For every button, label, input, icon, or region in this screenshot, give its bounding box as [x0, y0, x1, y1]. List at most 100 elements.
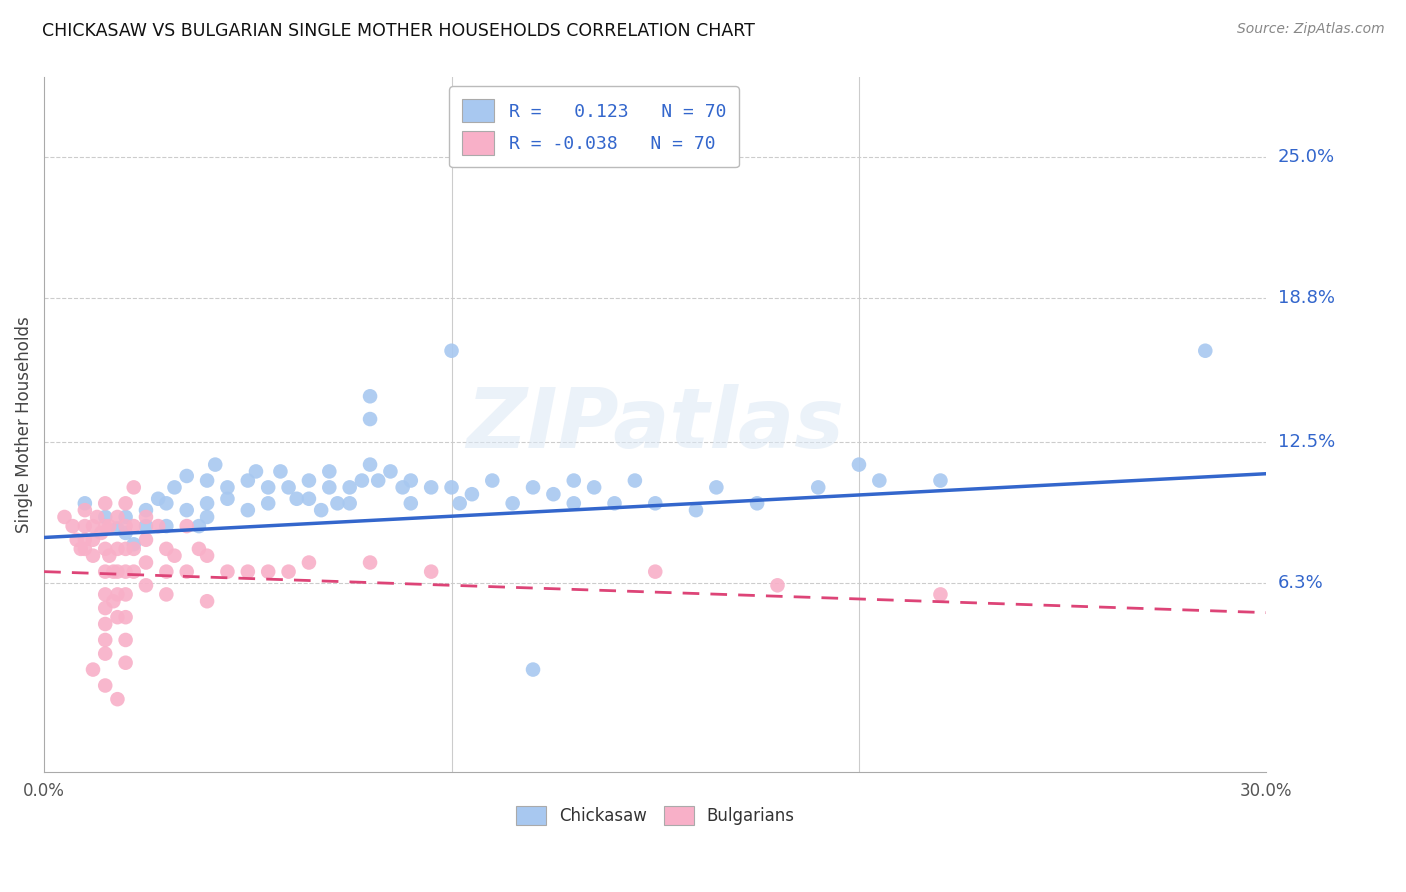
Point: [848, 458, 870, 472]
Point: [420, 480, 443, 494]
Point: [176, 503, 198, 517]
Y-axis label: Single Mother Households: Single Mother Households: [15, 317, 32, 533]
Point: [82, 519, 104, 533]
Point: [583, 480, 606, 494]
Point: [298, 474, 321, 488]
Point: [766, 578, 789, 592]
Point: [94, 617, 117, 632]
Point: [298, 556, 321, 570]
Point: [98, 519, 121, 533]
Point: [122, 537, 145, 551]
Point: [114, 587, 136, 601]
Text: ZIPatlas: ZIPatlas: [467, 384, 844, 466]
Point: [929, 474, 952, 488]
Text: CHICKASAW VS BULGARIAN SINGLE MOTHER HOUSEHOLDS CORRELATION CHART: CHICKASAW VS BULGARIAN SINGLE MOTHER HOU…: [42, 22, 755, 40]
Point: [195, 594, 218, 608]
Point: [103, 594, 125, 608]
Point: [148, 519, 170, 533]
Point: [155, 587, 177, 601]
Point: [107, 587, 129, 601]
Point: [350, 474, 373, 488]
Point: [114, 496, 136, 510]
Point: [69, 541, 91, 556]
Point: [103, 565, 125, 579]
Point: [114, 525, 136, 540]
Point: [449, 496, 471, 510]
Point: [339, 480, 361, 494]
Point: [122, 541, 145, 556]
Point: [176, 565, 198, 579]
Point: [603, 496, 626, 510]
Point: [82, 549, 104, 563]
Point: [66, 533, 89, 547]
Point: [195, 496, 218, 510]
Point: [522, 480, 544, 494]
Point: [326, 496, 349, 510]
Point: [62, 519, 84, 533]
Point: [107, 521, 129, 535]
Point: [73, 541, 96, 556]
Point: [94, 510, 117, 524]
Point: [359, 412, 381, 426]
Point: [318, 480, 340, 494]
Point: [502, 496, 524, 510]
Point: [73, 503, 96, 517]
Point: [245, 465, 267, 479]
Legend: Chickasaw, Bulgarians: Chickasaw, Bulgarians: [508, 797, 803, 833]
Point: [148, 491, 170, 506]
Text: 25.0%: 25.0%: [1278, 148, 1334, 166]
Text: 6.3%: 6.3%: [1278, 574, 1323, 592]
Point: [217, 565, 239, 579]
Point: [135, 510, 157, 524]
Point: [277, 480, 299, 494]
Point: [236, 474, 259, 488]
Point: [107, 692, 129, 706]
Point: [339, 496, 361, 510]
Point: [135, 519, 157, 533]
Point: [94, 565, 117, 579]
Point: [195, 474, 218, 488]
Point: [94, 632, 117, 647]
Point: [107, 541, 129, 556]
Point: [562, 474, 585, 488]
Point: [624, 474, 647, 488]
Point: [420, 565, 443, 579]
Point: [481, 474, 503, 488]
Point: [644, 496, 666, 510]
Point: [94, 541, 117, 556]
Point: [187, 541, 209, 556]
Point: [380, 465, 402, 479]
Point: [309, 503, 332, 517]
Point: [114, 610, 136, 624]
Point: [217, 480, 239, 494]
Point: [122, 480, 145, 494]
Point: [706, 480, 728, 494]
Point: [285, 491, 308, 506]
Point: [114, 541, 136, 556]
Point: [277, 565, 299, 579]
Point: [155, 496, 177, 510]
Point: [257, 565, 280, 579]
Point: [155, 565, 177, 579]
Point: [543, 487, 565, 501]
Point: [440, 343, 463, 358]
Point: [122, 565, 145, 579]
Point: [399, 496, 422, 510]
Point: [135, 533, 157, 547]
Point: [107, 565, 129, 579]
Point: [461, 487, 484, 501]
Point: [868, 474, 890, 488]
Point: [94, 679, 117, 693]
Point: [98, 549, 121, 563]
Text: Source: ZipAtlas.com: Source: ZipAtlas.com: [1237, 22, 1385, 37]
Text: 18.8%: 18.8%: [1278, 289, 1334, 308]
Point: [257, 480, 280, 494]
Point: [135, 503, 157, 517]
Point: [90, 525, 112, 540]
Point: [73, 533, 96, 547]
Point: [82, 663, 104, 677]
Point: [318, 465, 340, 479]
Point: [257, 496, 280, 510]
Point: [685, 503, 707, 517]
Point: [1194, 343, 1216, 358]
